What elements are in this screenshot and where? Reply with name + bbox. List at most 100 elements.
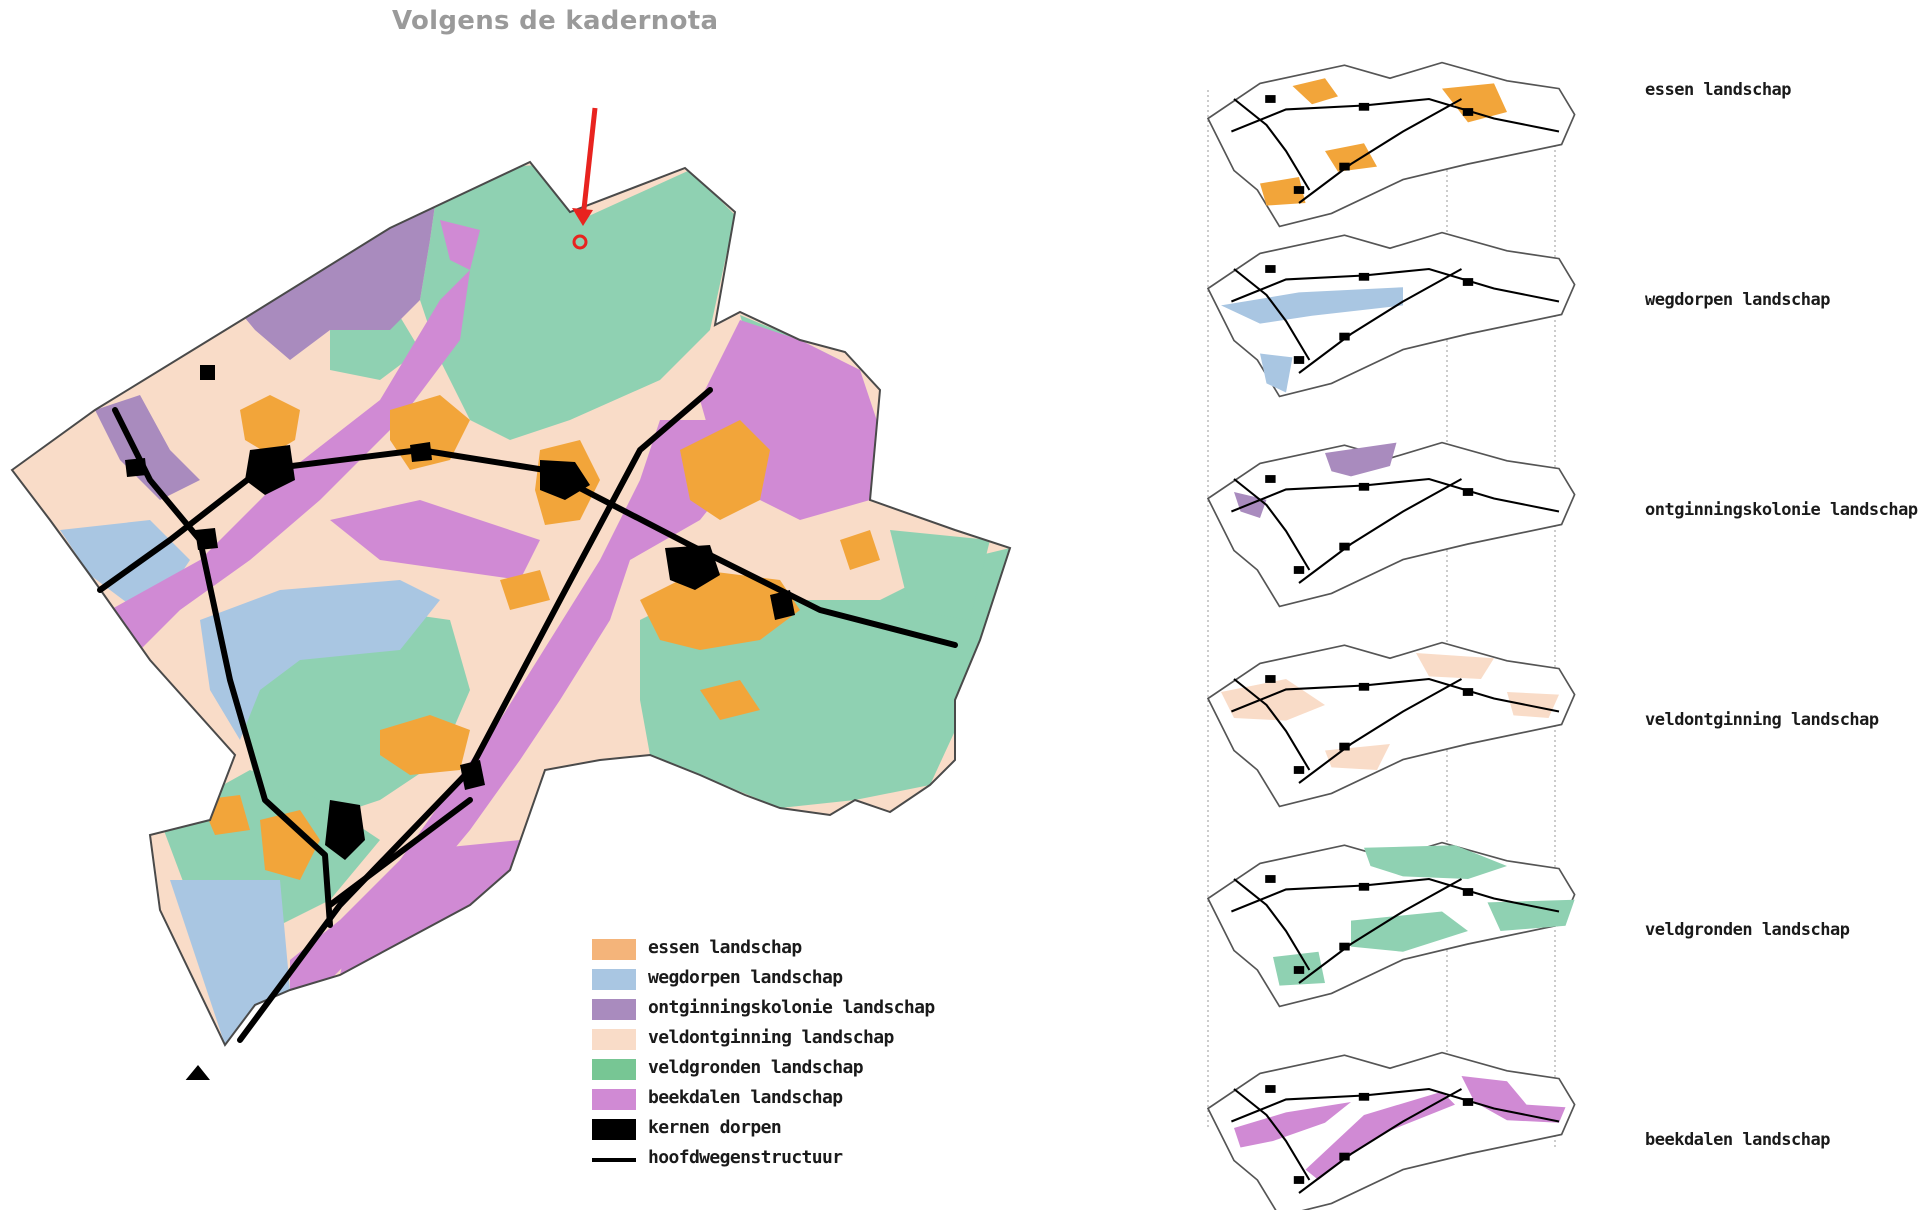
essen-area: [680, 420, 770, 520]
small-map-kern: [1462, 688, 1474, 696]
legend-swatch-essen: [592, 939, 636, 960]
small-map-road: [1233, 878, 1311, 971]
small-map-layer-area: [1507, 692, 1559, 718]
small-map-kern: [1339, 162, 1350, 171]
small-map-outline: [1206, 61, 1576, 228]
small-map-road: [1231, 477, 1560, 513]
small-map-kern: [1358, 882, 1370, 891]
small-map-road: [1233, 98, 1311, 191]
small-map-road: [1233, 478, 1311, 571]
connector-lines: [1207, 90, 1556, 1150]
wegdorpen-area: [200, 580, 440, 740]
small-map-kern: [1462, 488, 1474, 496]
north-arrow-icon: [185, 1065, 210, 1080]
municipality-map: [10, 107, 1012, 1080]
road-north-south-west: [112, 407, 333, 928]
legend-swatch-ontginningskolonie: [592, 999, 636, 1020]
legend-label: beekdalen landschap: [648, 1087, 843, 1108]
legend-swatch-veldontginning: [592, 1029, 636, 1050]
legend-label: essen landschap: [648, 937, 802, 958]
small-map-kern: [1293, 766, 1305, 774]
road-diagonal: [237, 387, 713, 1043]
small-map-label: wegdorpen landschap: [1645, 290, 1830, 310]
small-map-kern: [1293, 966, 1305, 974]
legend-swatch-beekdalen: [592, 1089, 636, 1110]
small-map-road: [1298, 98, 1463, 204]
beekdalen-area: [330, 500, 540, 580]
small-map-label: essen landschap: [1645, 80, 1792, 100]
small-map-road: [1231, 97, 1560, 133]
legend-swatch-kernen: [592, 1119, 636, 1140]
legend-label: hoofdwegenstructuur: [648, 1147, 843, 1168]
small-map-layer-area: [1351, 911, 1468, 952]
beekdalen-area: [340, 840, 520, 975]
legend-label: veldgronden landschap: [648, 1057, 864, 1078]
small-maps: [1206, 61, 1576, 1210]
legend-label: wegdorpen landschap: [648, 967, 843, 988]
small-map-layer-area: [1234, 1102, 1351, 1148]
small-map-kern: [1293, 356, 1305, 364]
marker-circle-icon: [572, 234, 588, 250]
legend-swatch-veldgronden: [592, 1059, 636, 1080]
small-map-label: veldgronden landschap: [1645, 920, 1850, 940]
small-map-veldgronden: [1206, 841, 1576, 1008]
legend-label: veldontginning landschap: [648, 1027, 894, 1048]
legend-label: ontginningskolonie landschap: [648, 997, 935, 1018]
essen-area: [240, 395, 300, 455]
small-map-layer-area: [1364, 845, 1507, 879]
small-map-layer-area: [1260, 353, 1293, 393]
small-map-label: ontginningskolonie landschap: [1645, 500, 1918, 520]
road-east-west: [97, 447, 958, 648]
small-map-kern: [1265, 1085, 1276, 1093]
veldgronden-area: [890, 530, 990, 620]
small-map-road: [1231, 877, 1560, 913]
landscape-layers: [60, 165, 1010, 1045]
small-map-kern: [1265, 875, 1276, 883]
kern-area: [460, 760, 485, 790]
small-map-layer-area: [1487, 899, 1575, 931]
small-map-layer-area: [1221, 287, 1403, 324]
small-map-label: beekdalen landschap: [1645, 1130, 1830, 1150]
small-map-road: [1298, 1088, 1463, 1194]
hoofdwegen-network: [97, 387, 958, 1043]
small-map-road: [1231, 267, 1560, 303]
small-map-kern: [1339, 332, 1350, 341]
essen-area: [640, 570, 800, 650]
small-map-kern: [1265, 475, 1276, 483]
small-map-layer-area: [1461, 1076, 1566, 1123]
map-title: Volgens de kadernota: [392, 6, 719, 36]
small-map-layer-area: [1325, 143, 1377, 172]
legend-swatch-hoofdwegen: [592, 1158, 636, 1162]
municipality-outline: [10, 160, 1012, 1047]
small-map-road: [1298, 268, 1463, 374]
small-map-essen: [1206, 61, 1576, 228]
small-map-kern: [1339, 542, 1350, 551]
small-map-road: [1233, 1088, 1311, 1181]
small-map-kern: [1462, 888, 1474, 896]
small-map-road: [1231, 1087, 1560, 1123]
small-map-veldontginning: [1206, 641, 1576, 808]
small-map-wegdorpen: [1206, 231, 1576, 398]
essen-area: [500, 570, 550, 610]
legend-label: kernen dorpen: [648, 1117, 782, 1138]
small-map-kern: [1358, 272, 1370, 281]
small-map-kern: [1293, 566, 1305, 574]
red-arrow-icon: [572, 107, 598, 250]
small-map-kern: [1462, 278, 1474, 286]
small-map-layer-area: [1260, 177, 1306, 206]
small-map-kern: [1293, 1176, 1305, 1184]
ontginningskolonie-area: [245, 170, 440, 360]
small-map-road: [1298, 878, 1463, 984]
veldgronden-area: [420, 165, 735, 440]
small-map-road: [1233, 268, 1311, 361]
small-map-ontginningskolonie: [1206, 441, 1576, 608]
small-map-outline: [1206, 641, 1576, 808]
kern-area: [325, 800, 365, 860]
small-map-kern: [1358, 1092, 1370, 1101]
small-map-road: [1233, 678, 1311, 771]
small-map-layer-area: [1292, 78, 1338, 105]
essen-area: [700, 680, 760, 720]
small-map-kern: [1265, 675, 1276, 683]
road-southwest: [327, 797, 473, 908]
